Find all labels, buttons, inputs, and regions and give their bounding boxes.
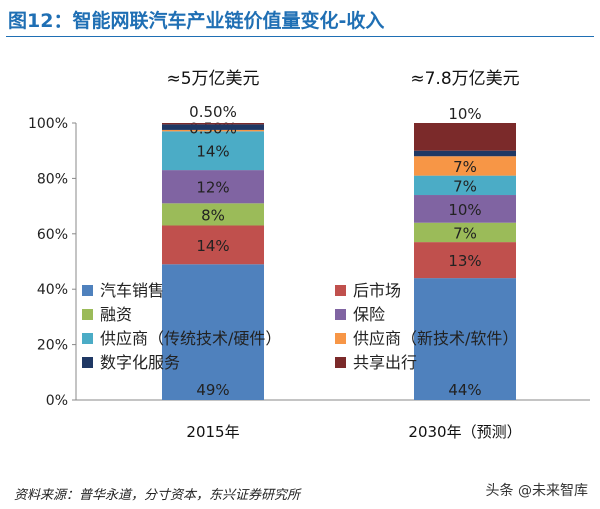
bar-segment bbox=[414, 242, 516, 279]
legend-label: 融资 bbox=[100, 305, 132, 324]
bar-segment bbox=[414, 195, 516, 223]
legend-label: 供应商（新技术/软件） bbox=[353, 329, 518, 348]
bar-segment bbox=[162, 264, 264, 400]
bar-segment bbox=[414, 278, 516, 400]
data-label: 14% bbox=[196, 237, 229, 255]
data-label: 14% bbox=[196, 143, 229, 161]
source-note: 资料来源：普华永道，分寸资本，东兴证券研究所 bbox=[14, 488, 301, 503]
legend-label: 数字化服务 bbox=[100, 353, 180, 372]
y-tick-label: 100% bbox=[28, 116, 68, 132]
legend-swatch bbox=[335, 285, 346, 296]
bar-segment bbox=[414, 123, 516, 151]
data-label: 8% bbox=[201, 206, 225, 224]
legend-swatch bbox=[82, 309, 93, 320]
bar-segment bbox=[162, 123, 264, 125]
x-tick-label: 2015年 bbox=[186, 423, 239, 441]
bar-segment bbox=[162, 131, 264, 171]
total-label: ≈7.8万亿美元 bbox=[410, 69, 519, 89]
legend-label: 保险 bbox=[353, 305, 385, 324]
legend-swatch bbox=[82, 357, 93, 368]
bar-segment bbox=[162, 124, 264, 130]
legend-label: 共享出行 bbox=[353, 353, 417, 372]
y-tick-label: 20% bbox=[37, 338, 68, 354]
bar-segment bbox=[162, 225, 264, 265]
data-label: 49% bbox=[196, 381, 229, 399]
bar-segment bbox=[414, 150, 516, 157]
legend-label: 汽车销售 bbox=[100, 281, 164, 300]
data-label: 7% bbox=[453, 224, 477, 242]
y-tick-label: 0% bbox=[46, 393, 68, 409]
legend-label: 供应商（传统技术/硬件） bbox=[100, 329, 281, 348]
bar-segment bbox=[414, 175, 516, 196]
data-label: 7% bbox=[453, 158, 477, 176]
total-label: ≈5万亿美元 bbox=[166, 69, 259, 89]
y-tick-label: 60% bbox=[37, 227, 68, 243]
figure-title: 图12：智能网联汽车产业链价值量变化-收入 bbox=[8, 10, 385, 32]
y-tick-label: 80% bbox=[37, 171, 68, 187]
x-tick-label: 2030年（预测） bbox=[408, 423, 521, 441]
y-tick-label: 40% bbox=[37, 282, 68, 298]
data-label: 10% bbox=[448, 105, 481, 123]
title-divider bbox=[6, 36, 594, 37]
legend-swatch bbox=[335, 333, 346, 344]
legend-swatch bbox=[335, 357, 346, 368]
legend-label: 后市场 bbox=[353, 281, 401, 300]
stacked-bar-chart: 0%20%40%60%80%100%49%14%8%12%14%0.50%0.5… bbox=[28, 69, 590, 441]
data-label: 7% bbox=[453, 177, 477, 195]
legend-swatch bbox=[335, 309, 346, 320]
data-label: 0.50% bbox=[189, 103, 237, 121]
data-label: 10% bbox=[448, 201, 481, 219]
data-label: 12% bbox=[196, 179, 229, 197]
watermark: 头条 @未来智库 bbox=[485, 483, 588, 499]
bar-segment bbox=[162, 170, 264, 204]
bar-segment bbox=[414, 222, 516, 243]
bar-segment bbox=[414, 156, 516, 176]
legend-swatch bbox=[82, 285, 93, 296]
bar-segment bbox=[162, 203, 264, 226]
legend-swatch bbox=[82, 333, 93, 344]
bar-segment bbox=[162, 129, 264, 132]
data-label: 44% bbox=[448, 381, 481, 399]
data-label: 13% bbox=[448, 252, 481, 270]
